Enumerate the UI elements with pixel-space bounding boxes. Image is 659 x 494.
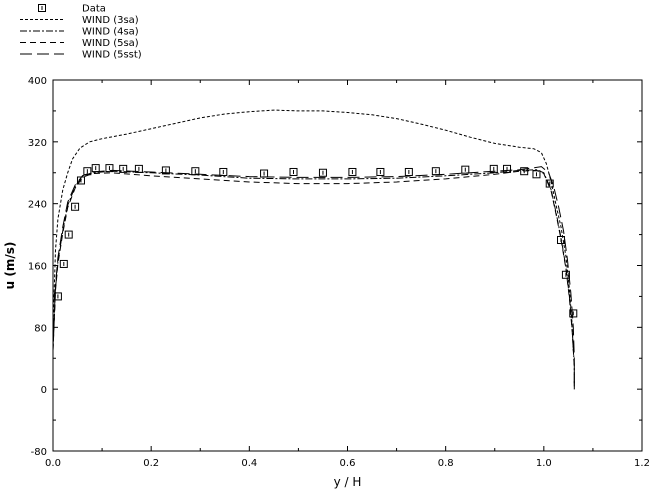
- data-marker: [569, 309, 578, 318]
- legend-item: WIND (4sa): [20, 27, 139, 38]
- x-tick-label: 1.2: [634, 458, 650, 469]
- data-marker: [404, 167, 413, 176]
- series-line: [52, 169, 575, 390]
- y-tick-label: -80: [31, 447, 47, 458]
- data-marker: [431, 167, 440, 176]
- legend-item: WIND (5sst): [20, 50, 142, 61]
- series-line: [52, 166, 575, 390]
- x-tick-label: 0.2: [143, 458, 159, 469]
- data-marker: [376, 167, 385, 176]
- y-tick-label: 400: [28, 76, 47, 87]
- data-marker: [91, 164, 100, 173]
- legend-item: Data: [38, 4, 106, 15]
- x-tick-label: 0.0: [45, 458, 61, 469]
- x-tick-label: 0.4: [241, 458, 257, 469]
- data-marker: [219, 167, 228, 176]
- x-tick-label: 0.6: [340, 458, 356, 469]
- y-axis-label: u (m/s): [3, 242, 17, 290]
- data-marker: [119, 164, 128, 173]
- data-marker: [105, 164, 114, 173]
- legend-item: WIND (3sa): [20, 15, 139, 26]
- legend-label: WIND (5sa): [82, 38, 139, 49]
- y-tick-label: 160: [28, 262, 47, 273]
- data-marker: [318, 168, 327, 177]
- data-marker: [71, 202, 80, 211]
- x-tick-label: 1.0: [536, 458, 552, 469]
- series-layer: [52, 109, 578, 390]
- data-marker: [348, 167, 357, 176]
- legend-label: Data: [82, 4, 106, 15]
- data-marker: [289, 167, 298, 176]
- x-axis-label: y / H: [334, 475, 362, 489]
- legend-label: WIND (4sa): [82, 27, 139, 38]
- y-tick-label: 320: [28, 138, 47, 149]
- y-tick-label: 0: [41, 385, 47, 396]
- plot-frame: [52, 79, 643, 452]
- data-marker: [461, 165, 470, 174]
- x-tick-label: 0.8: [438, 458, 454, 469]
- legend-label: WIND (3sa): [82, 15, 139, 26]
- data-marker: [59, 259, 68, 268]
- data-marker: [260, 169, 269, 178]
- axes: 0.0 0.2 0.4 0.6 0.8 1.0 1.2 -80 0 80 160 240 320 400: [28, 76, 650, 469]
- y-tick-label: 80: [34, 323, 47, 334]
- series-line: [52, 169, 575, 390]
- data-marker: [545, 179, 554, 188]
- legend-item: WIND (5sa): [20, 38, 139, 49]
- legend-label: WIND (5sst): [82, 50, 142, 61]
- series-line: [52, 109, 574, 351]
- data-marker: [64, 230, 73, 239]
- data-marker: [532, 170, 541, 179]
- y-tick-label: 240: [28, 200, 47, 211]
